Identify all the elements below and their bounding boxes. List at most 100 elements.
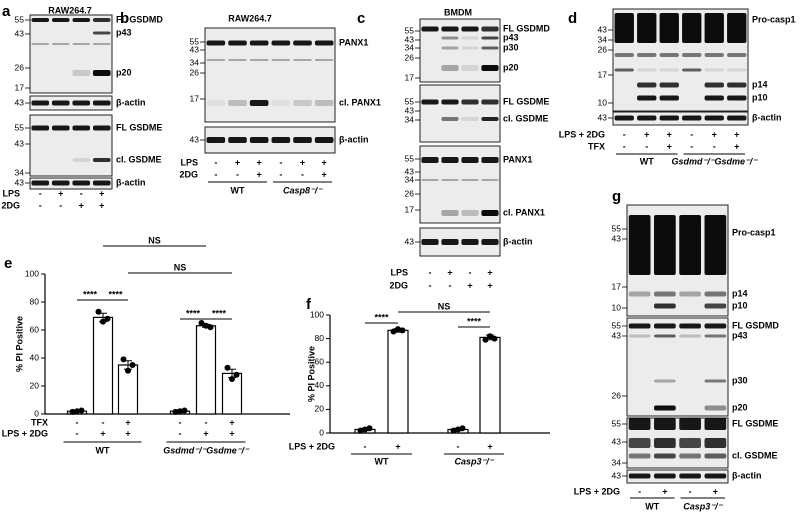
band <box>654 334 676 338</box>
sign: + <box>487 280 492 290</box>
blot <box>29 114 113 177</box>
band <box>704 82 724 88</box>
band <box>441 179 459 181</box>
sign: + <box>235 157 240 167</box>
marker-label: 55 <box>612 418 622 428</box>
marker-label: 34 <box>598 34 608 44</box>
data-point <box>120 356 127 363</box>
band <box>704 334 727 338</box>
y-axis-label: % PI Positive <box>306 346 316 402</box>
band-label: cl. GSDME <box>116 154 162 164</box>
band-label: PANX1 <box>339 37 368 47</box>
band <box>704 323 727 329</box>
band-label: cl. PANX1 <box>503 207 545 217</box>
band <box>421 179 439 181</box>
sign: - <box>80 188 83 198</box>
band <box>637 82 657 88</box>
sign: + <box>322 157 327 167</box>
band <box>421 26 439 32</box>
marker-label: 55 <box>612 320 622 330</box>
band <box>51 125 70 131</box>
panel-letter: b <box>120 10 129 27</box>
panel-title: BMDM <box>444 7 472 17</box>
data-point <box>78 407 85 414</box>
band <box>92 100 111 106</box>
band <box>704 215 727 275</box>
sign: - <box>449 280 452 290</box>
sign: + <box>467 280 472 290</box>
data-point <box>390 328 397 335</box>
data-point <box>459 425 466 432</box>
band <box>72 125 91 131</box>
band <box>441 46 459 50</box>
sign: - <box>102 417 105 427</box>
y-tick-label: 60 <box>30 324 40 334</box>
group-label: Casp8⁻/⁻ <box>283 185 323 195</box>
sign: - <box>429 280 432 290</box>
band-label: β-actin <box>339 134 369 144</box>
marker-label: 43 <box>405 34 415 44</box>
band <box>727 68 747 72</box>
row-label: TFX <box>31 417 48 427</box>
significance-label: NS <box>438 301 451 311</box>
marker-label: 43 <box>612 470 622 480</box>
marker-label: 55 <box>15 122 25 132</box>
marker-label: 34 <box>405 42 415 52</box>
band <box>228 137 247 143</box>
row-label: LPS + 2DG <box>2 428 48 438</box>
sign: - <box>689 486 692 496</box>
significance-label: **** <box>212 308 227 318</box>
marker-label: 55 <box>405 25 415 35</box>
band <box>461 179 479 181</box>
band <box>654 323 676 329</box>
band <box>659 82 679 88</box>
band <box>704 291 727 297</box>
marker-label: 43 <box>405 236 415 246</box>
band <box>481 239 499 245</box>
band <box>271 40 291 46</box>
band <box>461 65 479 71</box>
band <box>637 68 657 72</box>
panel-letter: c <box>357 10 365 27</box>
data-point <box>104 315 111 322</box>
blot <box>29 14 113 94</box>
band <box>628 438 651 448</box>
y-tick-label: 0 <box>319 427 324 437</box>
marker-label: 10 <box>598 97 608 107</box>
band <box>481 210 499 216</box>
panel-letter: a <box>2 3 11 20</box>
sign: - <box>364 441 367 451</box>
marker-label: 43 <box>612 233 622 243</box>
band <box>206 40 226 46</box>
blot <box>612 8 749 112</box>
band-label: p20 <box>732 402 748 412</box>
group-label: WT <box>640 156 654 166</box>
band <box>31 18 50 22</box>
marker-label: 55 <box>15 14 25 24</box>
sign: - <box>690 141 693 151</box>
sign: + <box>229 417 234 427</box>
band <box>704 53 724 57</box>
band-label: FL GSDMD <box>503 23 550 33</box>
significance-label: NS <box>148 235 161 245</box>
band <box>654 303 676 309</box>
band <box>51 100 70 106</box>
sign: - <box>59 200 62 210</box>
data-point <box>487 333 493 340</box>
sign: - <box>179 428 182 438</box>
band <box>704 13 724 43</box>
blot <box>419 84 501 143</box>
band <box>441 157 459 163</box>
band <box>31 100 50 106</box>
band <box>679 418 701 430</box>
row-label: LPS <box>2 188 20 198</box>
band <box>704 453 727 459</box>
band <box>271 137 291 143</box>
significance-label: **** <box>108 289 123 299</box>
band <box>314 40 334 46</box>
band <box>51 18 70 22</box>
panel-title: RAW264.7 <box>48 5 92 15</box>
group-label: WT <box>231 185 245 195</box>
band-label: cl. GSDME <box>732 450 778 460</box>
band-label: p14 <box>732 288 748 298</box>
